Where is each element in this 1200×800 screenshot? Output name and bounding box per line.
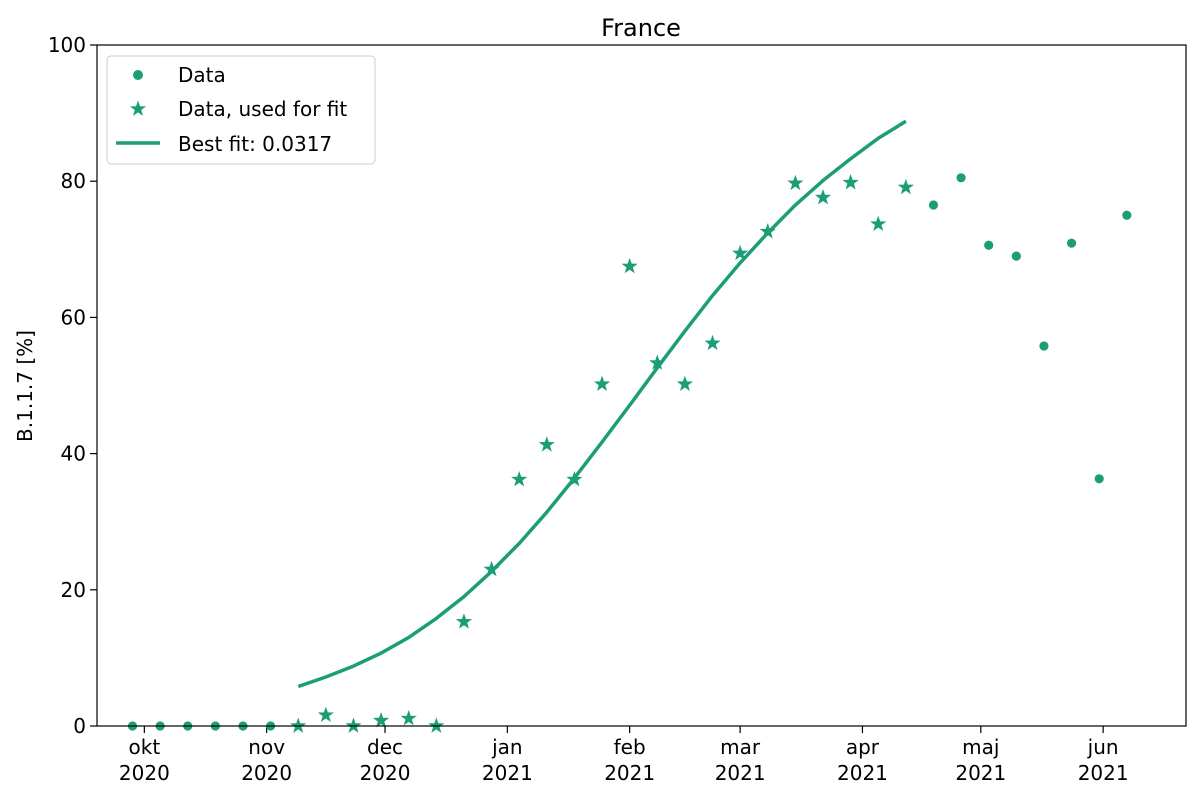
x-tick-month-label: okt — [129, 735, 161, 759]
fit-data-point — [455, 613, 473, 629]
y-tick-label: 60 — [61, 305, 86, 329]
x-tick-month-label: apr — [846, 735, 880, 759]
x-tick-month-label: nov — [248, 735, 285, 759]
x-tick-year-label: 2020 — [360, 761, 411, 785]
fit-data-point — [373, 712, 390, 728]
data-point — [1066, 238, 1077, 248]
fit-data-point — [870, 215, 887, 231]
y-tick-label: 20 — [61, 578, 86, 602]
y-tick-label: 0 — [73, 714, 86, 738]
fit-data-point — [842, 174, 859, 190]
legend-circle-marker — [133, 70, 143, 80]
legend-box — [106, 55, 376, 165]
fit-data-point — [290, 717, 307, 733]
x-tick-year-label: 2021 — [837, 761, 888, 785]
fit-data-point — [787, 174, 804, 191]
fit-data-point — [317, 706, 334, 722]
x-tick-year-label: 2021 — [604, 761, 655, 785]
legend: Data Data, used for fit Best fit: 0.0317 — [106, 55, 376, 165]
legend-label-data: Data — [178, 63, 226, 87]
fit-data-point — [732, 244, 749, 261]
y-tick-label: 40 — [61, 442, 86, 466]
y-axis-label: B.1.1.7 [%] — [13, 330, 37, 442]
fit-data-point — [621, 257, 638, 274]
fit-data-point — [483, 560, 500, 577]
legend-label-best-fit: Best fit: 0.0317 — [178, 132, 332, 156]
best-fit-series — [297, 119, 907, 689]
x-tick-year-label: 2020 — [241, 761, 292, 785]
fit-data-point — [649, 354, 666, 370]
best-fit-line — [297, 119, 907, 689]
y-tick-label: 100 — [48, 33, 86, 57]
data-point — [956, 173, 966, 183]
x-tick-month-label: maj — [962, 735, 999, 759]
fit-data-point — [428, 717, 445, 733]
x-tick-year-label: 2021 — [482, 761, 533, 785]
data-point — [1039, 341, 1049, 351]
fit-data-point — [897, 178, 914, 195]
fit-data-point — [566, 470, 583, 487]
x-axis-ticks: okt2020nov2020dec2020jan2021feb2021mar20… — [119, 726, 1129, 785]
data-point — [1011, 251, 1021, 261]
data-point — [1122, 210, 1132, 220]
x-tick-month-label: jun — [1087, 735, 1119, 759]
plot-frame — [96, 44, 1187, 727]
chart-title: France — [601, 14, 681, 42]
x-tick-month-label: dec — [367, 735, 403, 759]
x-tick-month-label: jan — [491, 735, 523, 759]
fit-data-point — [511, 470, 528, 487]
x-tick-year-label: 2021 — [955, 761, 1006, 785]
data-point — [984, 240, 994, 250]
fit-data-point — [676, 375, 693, 392]
x-tick-year-label: 2021 — [715, 761, 766, 785]
data-used-for-fit-series — [290, 174, 914, 733]
y-axis-ticks: 0 20 40 60 80 100 — [48, 33, 97, 738]
x-tick-month-label: feb — [614, 735, 646, 759]
legend-star-marker — [129, 100, 147, 116]
data-point — [1094, 474, 1104, 484]
fit-data-point — [759, 223, 776, 239]
y-tick-label: 80 — [61, 169, 86, 193]
fit-data-point — [814, 189, 832, 205]
fit-data-point — [345, 717, 362, 733]
x-tick-month-label: mar — [720, 735, 761, 759]
legend-label-data-used-for-fit: Data, used for fit — [178, 97, 347, 121]
data-point — [928, 200, 939, 210]
x-tick-year-label: 2021 — [1078, 761, 1129, 785]
fit-data-point — [538, 436, 555, 452]
fit-data-point — [400, 710, 417, 726]
x-tick-year-label: 2020 — [119, 761, 170, 785]
fit-data-point — [704, 334, 721, 351]
fit-data-point — [593, 375, 611, 392]
